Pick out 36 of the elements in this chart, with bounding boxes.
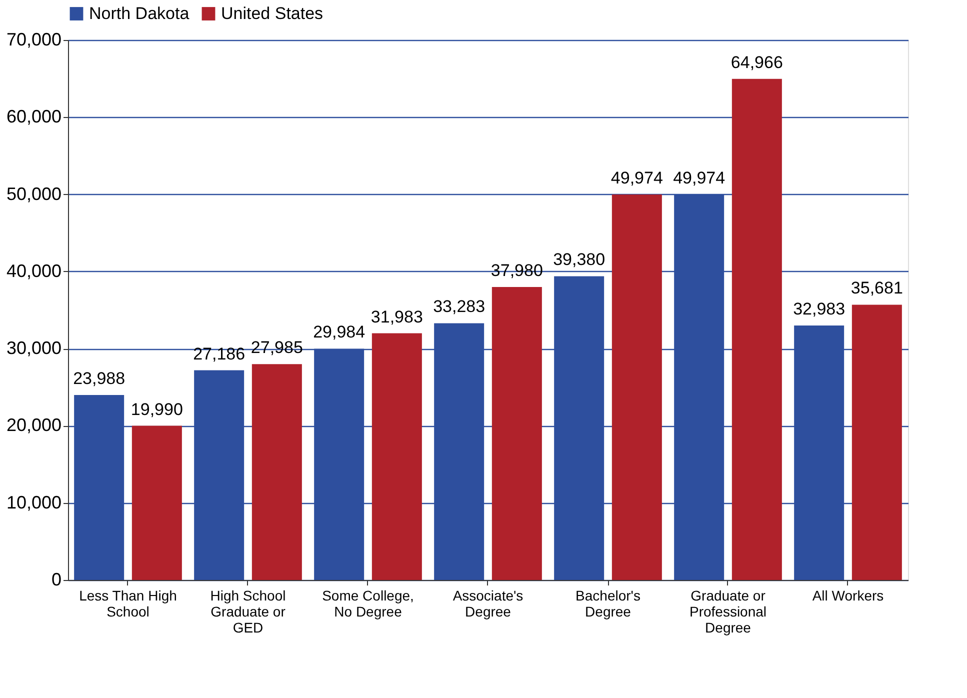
data-label: 19,990 (130, 400, 183, 419)
data-label: 33,283 (433, 297, 486, 316)
data-label: 29,984 (313, 322, 366, 342)
bar (732, 78, 782, 580)
bar (132, 426, 182, 580)
bar (252, 364, 302, 580)
data-label: 31,983 (370, 307, 423, 326)
y-tick-label: 10,000 (6, 492, 62, 512)
data-label: 32,983 (793, 300, 846, 319)
data-label: 39,380 (553, 250, 606, 270)
y-tick-label: 20,000 (6, 415, 62, 436)
data-label: 35,681 (850, 278, 903, 298)
y-tick-label: 60,000 (6, 106, 62, 127)
x-tick-label: Some College, No Degree (322, 588, 414, 620)
x-tick-label: Associate's Degree (452, 588, 524, 620)
data-label: 49,974 (610, 168, 663, 188)
bar (852, 304, 902, 580)
x-tick-label: Less Than High School (79, 588, 177, 620)
y-tick-label: 70,000 (6, 30, 62, 50)
y-tick-label: 40,000 (6, 260, 62, 281)
y-tick-label: 30,000 (6, 338, 62, 358)
bar (612, 194, 662, 580)
bar (492, 287, 542, 580)
y-tick-label: 0 (51, 570, 62, 590)
x-tick-label: All Workers (812, 588, 884, 604)
x-tick-label: Graduate or Professional Degree (689, 588, 767, 636)
data-label: 23,988 (73, 368, 126, 388)
legend-label: North Dakota (89, 4, 190, 23)
bar (372, 333, 422, 580)
x-tick-label: High School Graduate or GED (210, 588, 286, 636)
data-label: 49,974 (673, 168, 726, 188)
data-label: 27,186 (193, 344, 246, 364)
data-label: 64,966 (730, 52, 783, 72)
legend-label: United States (221, 4, 324, 23)
x-tick-label: Bachelor's Degree (576, 588, 640, 620)
y-tick-label: 50,000 (6, 184, 62, 204)
